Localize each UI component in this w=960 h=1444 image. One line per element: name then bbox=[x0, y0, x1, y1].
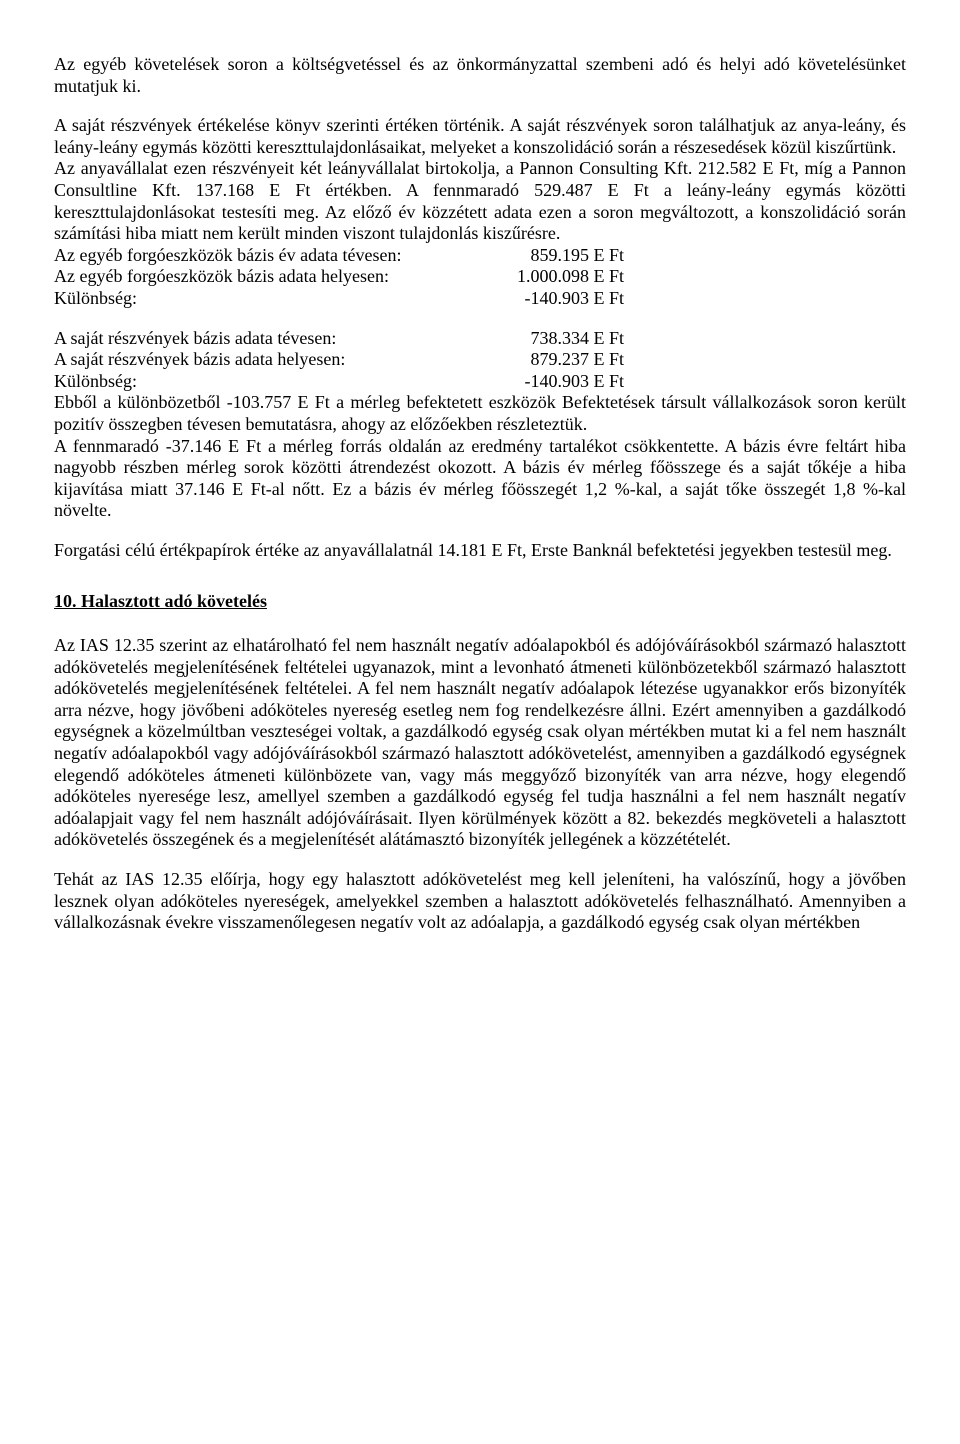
row-label: Különbség: bbox=[54, 288, 494, 310]
row-label: A saját részvények bázis adata tévesen: bbox=[54, 328, 494, 350]
paragraph: Az egyéb követelések soron a költségveté… bbox=[54, 54, 906, 97]
row-value: -140.903 E Ft bbox=[494, 288, 624, 310]
row-value: -140.903 E Ft bbox=[494, 371, 624, 393]
paragraph: Ebből a különbözetből -103.757 E Ft a mé… bbox=[54, 392, 906, 435]
text-block: A saját részvények értékelése könyv szer… bbox=[54, 115, 906, 309]
paragraph: A fennmaradó -37.146 E Ft a mérleg forrá… bbox=[54, 436, 906, 522]
row-value: 1.000.098 E Ft bbox=[494, 266, 624, 288]
row-value: 879.237 E Ft bbox=[494, 349, 624, 371]
row-value: 859.195 E Ft bbox=[494, 245, 624, 267]
paragraph: Az IAS 12.35 szerint az elhatárolható fe… bbox=[54, 635, 906, 851]
data-row: A saját részvények bázis adata tévesen: … bbox=[54, 328, 906, 350]
data-row: Az egyéb forgóeszközök bázis adata helye… bbox=[54, 266, 906, 288]
data-row: Különbség: -140.903 E Ft bbox=[54, 371, 906, 393]
row-label: A saját részvények bázis adata helyesen: bbox=[54, 349, 494, 371]
paragraph: Az anyavállalat ezen részvényeit két leá… bbox=[54, 158, 906, 244]
section-heading: 10. Halasztott adó követelés bbox=[54, 591, 906, 613]
row-label: Az egyéb forgóeszközök bázis év adata té… bbox=[54, 245, 494, 267]
row-label: Különbség: bbox=[54, 371, 494, 393]
row-label: Az egyéb forgóeszközök bázis adata helye… bbox=[54, 266, 494, 288]
paragraph: A saját részvények értékelése könyv szer… bbox=[54, 115, 906, 158]
text-block: A saját részvények bázis adata tévesen: … bbox=[54, 328, 906, 522]
data-row: A saját részvények bázis adata helyesen:… bbox=[54, 349, 906, 371]
paragraph: Forgatási célú értékpapírok értéke az an… bbox=[54, 540, 906, 562]
data-row: Különbség: -140.903 E Ft bbox=[54, 288, 906, 310]
paragraph: Tehát az IAS 12.35 előírja, hogy egy hal… bbox=[54, 869, 906, 934]
data-row: Az egyéb forgóeszközök bázis év adata té… bbox=[54, 245, 906, 267]
row-value: 738.334 E Ft bbox=[494, 328, 624, 350]
